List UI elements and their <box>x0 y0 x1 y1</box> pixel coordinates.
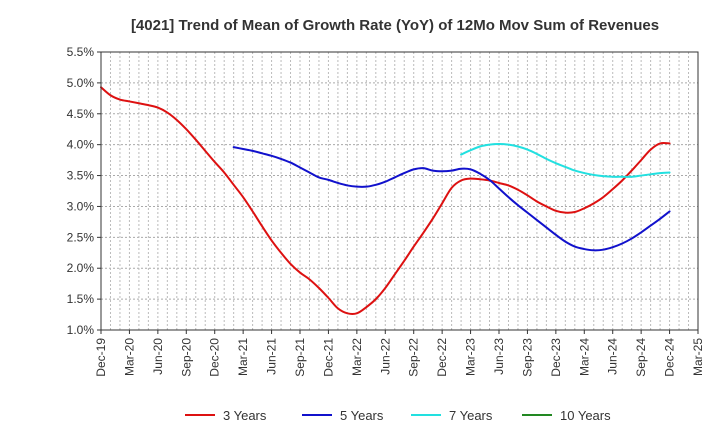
x-tick-label: Mar-23 <box>464 338 478 376</box>
y-tick-label: 2.0% <box>67 261 95 275</box>
x-tick-label: Mar-20 <box>122 338 136 376</box>
x-tick-label: Jun-20 <box>151 338 165 375</box>
x-tick-label: Sep-20 <box>179 338 193 377</box>
x-axis: Dec-19 Mar-20 Jun-20 Sep-20 Dec-20 Mar-21 Jun-… <box>94 330 705 377</box>
y-axis: 1.0% 1.5% 2.0% 2.5% 3.0% 3.5% 4.0% 4.5% 5.0% 5.5% <box>67 45 101 337</box>
x-tick-label: Sep-22 <box>407 338 421 377</box>
x-tick-label: Dec-20 <box>208 338 222 377</box>
legend: 3 Years 5 Years 7 Years 10 Years <box>185 408 611 423</box>
series-line-7-years <box>460 143 671 178</box>
series-lines <box>100 86 671 316</box>
x-tick-label: Sep-24 <box>634 338 648 377</box>
x-tick-label: Mar-25 <box>691 338 705 376</box>
y-tick-label: 4.5% <box>67 107 95 121</box>
y-tick-label: 3.5% <box>67 169 95 183</box>
x-tick-label: Dec-21 <box>321 338 335 377</box>
legend-item-3-years: 3 Years <box>185 408 267 423</box>
chart-title: [4021] Trend of Mean of Growth Rate (YoY… <box>131 17 659 34</box>
x-tick-label: Mar-24 <box>577 338 591 376</box>
x-tick-label: Dec-19 <box>94 338 108 377</box>
grid <box>100 51 699 331</box>
x-tick-label: Mar-22 <box>350 338 364 376</box>
legend-label: 3 Years <box>223 408 267 423</box>
x-tick-label: Jun-23 <box>492 338 506 375</box>
legend-item-5-years: 5 Years <box>302 408 384 423</box>
x-tick-label: Dec-22 <box>435 338 449 377</box>
x-tick-label: Dec-24 <box>663 338 677 377</box>
series-line-3-years <box>100 86 671 316</box>
y-tick-label: 2.5% <box>67 230 95 244</box>
x-tick-label: Sep-23 <box>520 338 534 377</box>
x-tick-label: Sep-21 <box>293 338 307 377</box>
y-tick-label: 5.5% <box>67 45 95 59</box>
y-tick-label: 3.0% <box>67 199 95 213</box>
y-tick-label: 1.0% <box>67 323 95 337</box>
y-tick-label: 4.0% <box>67 138 95 152</box>
x-tick-label: Jun-22 <box>378 338 392 375</box>
legend-label: 7 Years <box>449 408 493 423</box>
legend-label: 5 Years <box>340 408 384 423</box>
x-tick-label: Jun-21 <box>265 338 279 375</box>
x-tick-label: Mar-21 <box>236 338 250 376</box>
x-tick-label: Dec-23 <box>549 338 563 377</box>
legend-item-10-years: 10 Years <box>522 408 611 423</box>
y-tick-label: 5.0% <box>67 76 95 90</box>
legend-item-7-years: 7 Years <box>411 408 493 423</box>
y-tick-label: 1.5% <box>67 292 95 306</box>
series-line-5-years <box>232 146 671 252</box>
legend-label: 10 Years <box>560 408 611 423</box>
x-tick-label: Jun-24 <box>606 338 620 375</box>
plot-area-frame <box>100 51 699 331</box>
